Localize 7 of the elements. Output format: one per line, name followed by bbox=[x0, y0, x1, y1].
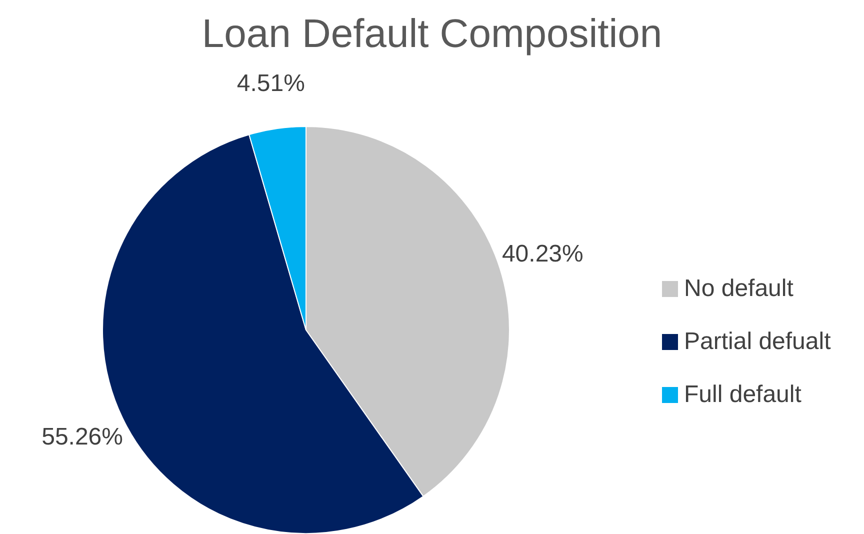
legend-label: Partial defualt bbox=[684, 328, 831, 356]
data-label: 55.26% bbox=[42, 423, 123, 450]
legend-label: Full default bbox=[684, 380, 802, 408]
data-label: 4.51% bbox=[236, 70, 305, 97]
data-label: 40.23% bbox=[502, 240, 584, 268]
chart-title: Loan Default Composition bbox=[200, 12, 664, 57]
legend-label: No default bbox=[684, 274, 794, 302]
